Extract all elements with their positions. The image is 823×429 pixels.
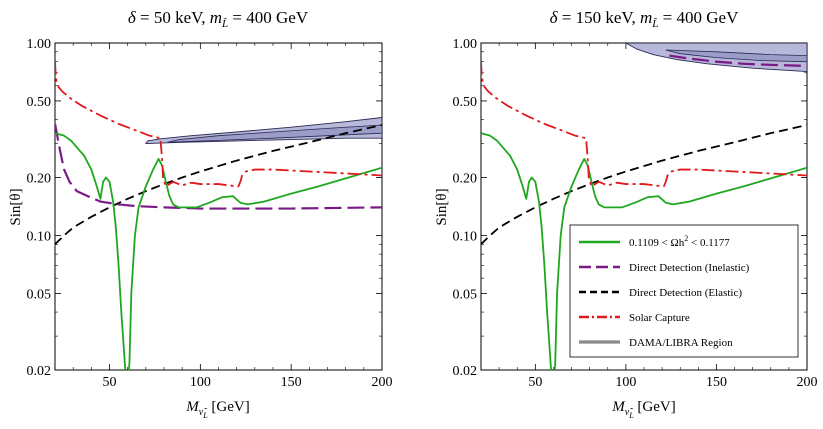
y-tick-label: 0.20 xyxy=(27,172,52,187)
series-group xyxy=(55,61,382,370)
chart-title: δ = 50 keV, mL̃ = 400 GeV xyxy=(128,8,309,30)
series-line-relic xyxy=(55,132,382,370)
x-tick-label: 200 xyxy=(797,375,818,390)
legend-label-elastic: Direct Detection (Elastic) xyxy=(629,287,742,299)
legend-label-inelastic: Direct Detection (Inelastic) xyxy=(629,262,750,274)
y-tick-label: 0.10 xyxy=(453,229,478,244)
y-tick-label: 0.05 xyxy=(453,287,478,302)
y-tick-label: 0.50 xyxy=(27,95,52,110)
legend-entry-solar: Solar Capture xyxy=(579,312,690,324)
series-line-solar xyxy=(481,61,807,188)
axis-ticks: 50 100 150 200 0.02 0.05 0.10 0.20 0.50 1.00 xyxy=(453,37,818,390)
dama-region xyxy=(144,117,382,145)
legend: 0.1109 < Ωh2 < 0.1177 Direct Detection (… xyxy=(569,224,799,358)
y-axis-label: Sin[θ] xyxy=(434,188,450,225)
x-axis-label: Mν̃L [GeV] xyxy=(185,399,249,420)
x-tick-label: 50 xyxy=(528,375,542,390)
dama-region xyxy=(624,43,807,73)
series-line-elastic xyxy=(481,124,807,245)
legend-entry-dama: DAMA/LIBRA Region xyxy=(579,337,733,349)
y-tick-label: 0.02 xyxy=(27,364,52,379)
dama-region-inner xyxy=(665,49,807,63)
y-tick-label: 0.05 xyxy=(27,287,52,302)
series-line-solar xyxy=(55,61,382,188)
axis-ticks: 50 100 150 200 0.02 0.05 0.10 0.20 0.50 1.00 xyxy=(27,37,393,390)
x-tick-label: 150 xyxy=(706,375,727,390)
x-tick-label: 50 xyxy=(103,375,117,390)
chart-left: δ = 50 keV, mL̃ = 400 GeV 50 100 150 200 0.0… xyxy=(8,8,393,420)
legend-label-relic: 0.1109 < Ωh2 < 0.1177 xyxy=(629,234,730,249)
y-tick-label: 1.00 xyxy=(453,37,478,52)
legend-entry-relic: 0.1109 < Ωh2 < 0.1177 xyxy=(579,234,730,249)
y-tick-label: 1.00 xyxy=(27,37,52,52)
y-axis-label: Sin[θ] xyxy=(8,188,24,225)
series-line-inelastic xyxy=(669,54,807,68)
chart-title: δ = 150 keV, mL̃ = 400 GeV xyxy=(550,8,739,30)
y-tick-label: 0.02 xyxy=(453,364,478,379)
legend-entry-inelastic: Direct Detection (Inelastic) xyxy=(579,262,750,274)
legend-label-solar: Solar Capture xyxy=(629,312,690,324)
y-tick-label: 0.50 xyxy=(453,95,478,110)
y-tick-label: 0.20 xyxy=(453,172,478,187)
x-axis-label: Mν̃L [GeV] xyxy=(611,399,675,420)
series-line-relic xyxy=(481,132,807,370)
dama-region-inner xyxy=(167,124,382,143)
plot-frame xyxy=(54,42,383,371)
y-tick-label: 0.10 xyxy=(27,229,52,244)
series-group xyxy=(481,54,807,370)
x-tick-label: 100 xyxy=(190,375,211,390)
chart-right: δ = 150 keV, mL̃ = 400 GeV 50 100 150 200 0.… xyxy=(434,8,818,420)
legend-label-dama: DAMA/LIBRA Region xyxy=(629,337,733,349)
x-tick-label: 100 xyxy=(615,375,636,390)
series-line-elastic xyxy=(55,124,382,245)
x-tick-label: 200 xyxy=(372,375,393,390)
x-tick-label: 150 xyxy=(281,375,302,390)
series-line-inelastic xyxy=(55,123,382,210)
legend-entry-elastic: Direct Detection (Elastic) xyxy=(579,287,742,299)
